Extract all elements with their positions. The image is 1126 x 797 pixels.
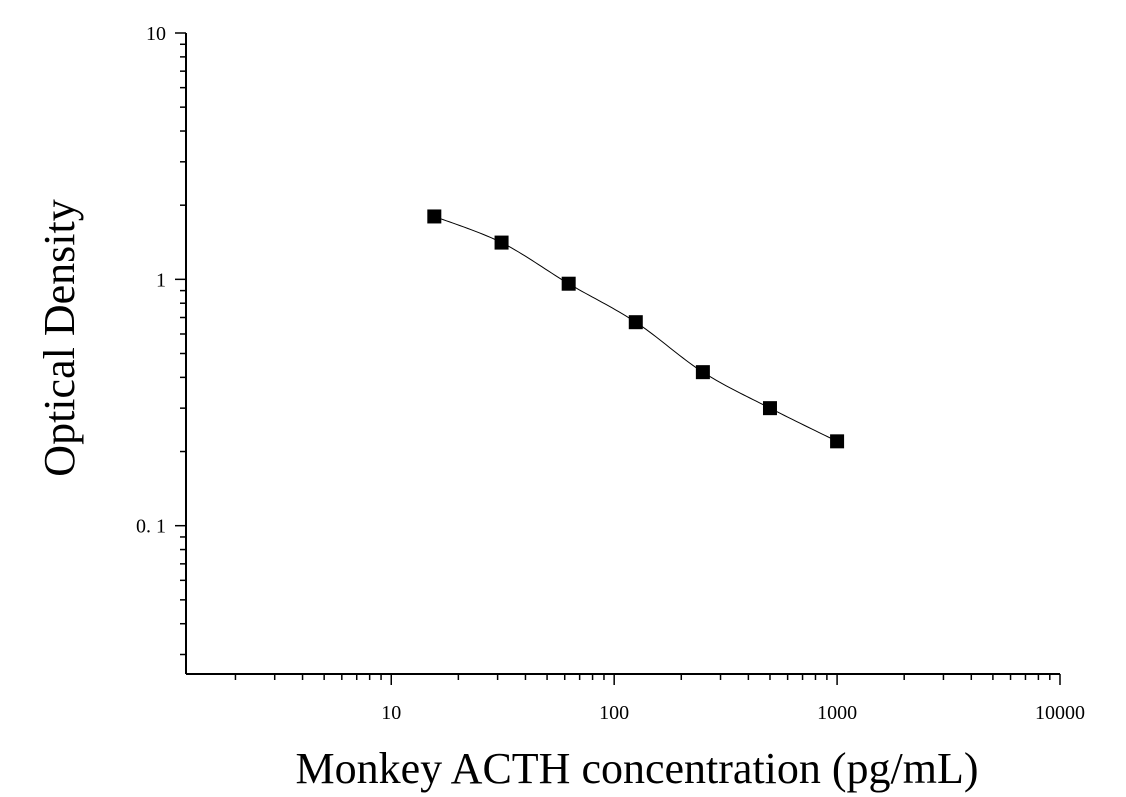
data-point (561, 276, 576, 291)
y-tick-label: 0. 1 (136, 516, 166, 538)
y-tick-label: 10 (146, 23, 166, 45)
data-point (695, 365, 710, 380)
x-axis-title: Monkey ACTH concentration (pg/mL) (295, 744, 978, 793)
x-tick-label: 1000 (817, 702, 857, 724)
x-tick-label: 100 (599, 702, 629, 724)
plot-area: 10 100 1000 10000 0. 1 1 10 (136, 23, 1085, 724)
data-point (762, 401, 777, 416)
x-tick-label: 10000 (1035, 702, 1085, 724)
data-point (830, 434, 845, 449)
data-point (628, 315, 643, 330)
x-tick-label: 10 (381, 702, 401, 724)
y-axis-title: Optical Density (35, 199, 84, 476)
data-point (494, 235, 509, 250)
data-point (427, 209, 442, 224)
y-tick-label: 1 (156, 269, 166, 291)
